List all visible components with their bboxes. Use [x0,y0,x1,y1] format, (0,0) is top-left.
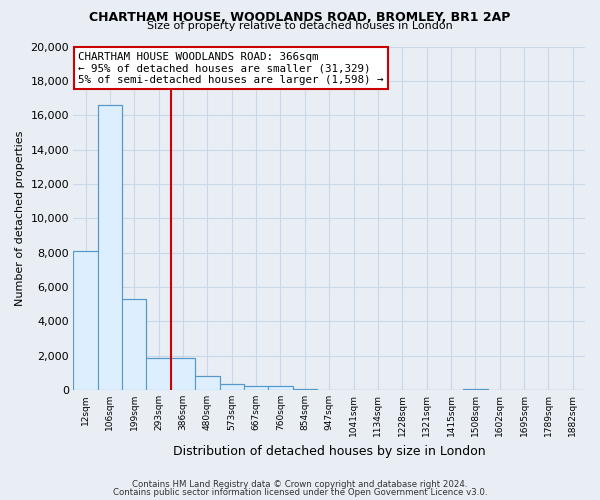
Bar [122,299,146,390]
Bar [73,251,98,390]
Text: Contains public sector information licensed under the Open Government Licence v3: Contains public sector information licen… [113,488,487,497]
Text: Size of property relative to detached houses in London: Size of property relative to detached ho… [147,21,453,31]
Bar [171,358,195,390]
Bar [195,376,220,390]
Bar [293,389,317,390]
Bar [220,384,244,390]
Bar [146,358,171,390]
Bar [244,386,268,390]
Text: CHARTHAM HOUSE WOODLANDS ROAD: 366sqm
← 95% of detached houses are smaller (31,3: CHARTHAM HOUSE WOODLANDS ROAD: 366sqm ← … [79,52,384,85]
Y-axis label: Number of detached properties: Number of detached properties [15,130,25,306]
X-axis label: Distribution of detached houses by size in London: Distribution of detached houses by size … [173,444,485,458]
Bar [463,389,488,390]
Text: CHARTHAM HOUSE, WOODLANDS ROAD, BROMLEY, BR1 2AP: CHARTHAM HOUSE, WOODLANDS ROAD, BROMLEY,… [89,11,511,24]
Bar [268,386,293,390]
Bar [98,105,122,390]
Text: Contains HM Land Registry data © Crown copyright and database right 2024.: Contains HM Land Registry data © Crown c… [132,480,468,489]
